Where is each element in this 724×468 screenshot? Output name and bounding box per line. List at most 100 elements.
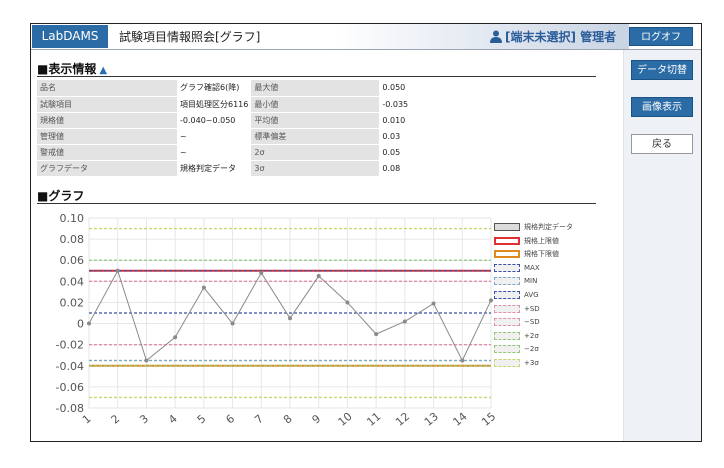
image-display-button[interactable]: 画像表示 [631, 97, 693, 117]
info-label: 試験項目 [37, 96, 177, 113]
x-tick-label: 2 [109, 412, 123, 426]
info-value: グラフ確認6(降) [177, 80, 252, 97]
x-tick-label: 3 [137, 412, 151, 426]
info-label: 最大値 [251, 80, 380, 97]
y-tick-label: -0.08 [56, 402, 84, 415]
legend-label: MAX [524, 263, 540, 272]
info-value: 0.03 [379, 128, 510, 145]
app-window: LabDAMS 試験項目情報照会[グラフ] [端末未選択] 管理者 ログオフ デ… [30, 23, 702, 442]
back-button[interactable]: 戻る [631, 134, 693, 154]
data-point [87, 321, 91, 326]
graph-section-title: ■グラフ [37, 189, 85, 203]
legend-swatch [494, 277, 520, 286]
info-row: グラフデータ 規格判定データ 3σ 0.08 [37, 160, 510, 177]
info-value: 0.05 [379, 144, 510, 161]
info-section-divider [37, 76, 596, 77]
legend-swatch [494, 263, 520, 272]
data-point [201, 285, 206, 290]
info-value: 0.08 [379, 160, 510, 177]
x-tick-label: 6 [223, 412, 237, 426]
data-point [431, 301, 436, 306]
info-row: 規格値 -0.040~0.050 平均値 0.010 [37, 112, 510, 129]
legend-swatch [494, 236, 520, 245]
legend-swatch [494, 250, 520, 259]
logoff-button[interactable]: ログオフ [629, 27, 693, 46]
info-label: 最小値 [251, 96, 380, 113]
info-value: 規格判定データ [177, 160, 252, 177]
y-tick-label: 0.04 [60, 275, 85, 288]
data-point [460, 358, 465, 363]
x-tick-label: 4 [166, 412, 180, 426]
legend-label: AVG [524, 290, 539, 299]
side-panel: データ切替 画像表示 戻る [623, 50, 701, 441]
data-point [173, 335, 178, 340]
y-tick-label: -0.06 [56, 381, 84, 394]
y-tick-label: 0.06 [60, 254, 85, 267]
x-tick-label: 7 [252, 412, 266, 426]
data-point [489, 298, 493, 303]
page-title: 試験項目情報照会[グラフ] [119, 30, 261, 44]
data-point [316, 274, 321, 279]
x-tick-label: 12 [393, 410, 412, 429]
info-value: 0.050 [379, 80, 510, 97]
info-label: 2σ [251, 144, 380, 161]
legend-swatch [494, 345, 520, 354]
info-table: 品名 グラフ確認6(降) 最大値 0.050 試験項目 項目処理区分6116 最小値 -0.0… [37, 80, 510, 177]
legend-swatch [494, 223, 520, 231]
y-tick-label: -0.02 [56, 339, 84, 352]
data-point [374, 332, 379, 337]
info-label: 規格値 [37, 112, 177, 129]
info-label: グラフデータ [37, 160, 177, 177]
legend-label: +SD [524, 304, 540, 313]
y-tick-label: 0.02 [60, 296, 85, 309]
info-label: 平均値 [251, 112, 380, 129]
info-value: -0.035 [379, 96, 510, 113]
graph-section-divider [37, 203, 596, 204]
info-row: 管理値 ~ 標準偏差 0.03 [37, 128, 510, 145]
legend-swatch [494, 290, 520, 299]
data-switch-button[interactable]: データ切替 [631, 60, 693, 80]
info-label: 管理値 [37, 128, 177, 145]
x-tick-label: 5 [195, 412, 209, 426]
info-value: ~ [177, 128, 252, 145]
header-bar: LabDAMS 試験項目情報照会[グラフ] [端末未選択] 管理者 ログオフ [31, 24, 701, 50]
header-gradient [331, 24, 629, 49]
y-tick-label: -0.04 [56, 360, 84, 373]
data-point [230, 321, 235, 326]
collapse-caret-icon[interactable]: ▲ [99, 65, 108, 76]
y-tick-label: 0.08 [60, 233, 85, 246]
x-tick-label: 8 [281, 412, 295, 426]
info-row: 警戒値 ~2σ 0.05 [37, 144, 510, 161]
line-chart: 0.10 0.08 0.06 0.04 0.02 0 -0.02 -0.04 -0.06 -0.0… [56, 212, 499, 429]
data-point [288, 316, 292, 321]
app-logo: LabDAMS [32, 25, 108, 48]
data-point [115, 268, 120, 273]
legend-label: 規格上限値 [524, 236, 559, 245]
info-label: 品名 [37, 80, 177, 97]
y-tick-label: 0 [77, 318, 84, 331]
legend-swatch [494, 318, 520, 327]
legend-swatch [494, 331, 520, 340]
data-point [345, 300, 350, 305]
legend-label: MIN [524, 277, 538, 286]
info-row: 試験項目 項目処理区分6116 最小値 -0.035 [37, 96, 510, 113]
info-value: 項目処理区分6116 [177, 96, 252, 113]
x-tick-label: 10 [336, 410, 355, 429]
x-tick-label: 15 [479, 410, 498, 429]
legend-swatch [494, 304, 520, 313]
y-tick-label: 0.10 [60, 212, 85, 225]
legend-label: −2σ [524, 345, 539, 354]
info-row: 品名 グラフ確認6(降) 最大値 0.050 [37, 80, 510, 97]
x-tick-label: 11 [364, 410, 383, 429]
info-value: 0.010 [379, 112, 510, 129]
data-point [402, 319, 407, 324]
x-tick-label: 1 [80, 412, 94, 426]
legend-label: −SD [524, 318, 540, 327]
user-icon [490, 30, 502, 43]
info-label: 標準偏差 [251, 128, 380, 145]
info-section-title: ■表示情報 [37, 62, 97, 76]
x-tick-label: 9 [310, 412, 324, 426]
data-point [144, 358, 149, 363]
legend-swatch [494, 358, 520, 367]
data-point [259, 270, 264, 275]
